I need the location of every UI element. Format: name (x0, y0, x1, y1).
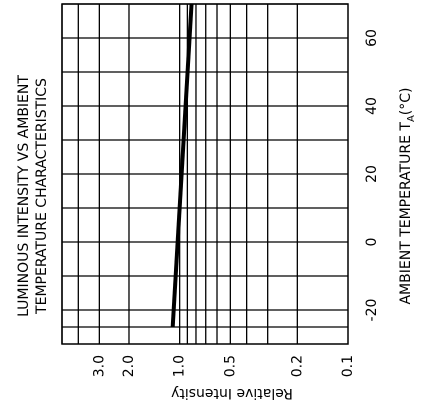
x-tick-label: 20 (364, 165, 380, 183)
series-layer (170, 3, 194, 328)
x-axis-label-subscript: A (406, 115, 417, 122)
y-tick-label: 0.5 (222, 355, 238, 377)
y-axis-label: Relative Intensity (171, 385, 293, 401)
x-axis-label-unit: (°C) (398, 87, 414, 115)
x-axis-label-main: AMBIENT TEMPERATURE T (398, 122, 414, 305)
series-line (170, 3, 194, 328)
x-axis-label: AMBIENT TEMPERATURE TA(°C) (398, 87, 417, 304)
y-tick-label: 0.2 (289, 355, 305, 377)
plot-frame (61, 3, 349, 345)
y-tick-label: 2.0 (121, 355, 137, 377)
x-tick-label: 40 (364, 97, 380, 115)
x-tick-label: 60 (364, 29, 380, 47)
tick-layer: -20 0 20 40 60 3.0 2.0 1.0 0.5 0.2 0.1 (91, 29, 380, 377)
chart-title-line-1: LUMINOUS INTENSITY VS AMBIENT (16, 75, 32, 317)
chart-title-line-2: TEMPERATURE CHARACTERISTICS (34, 78, 50, 315)
grid-layer (61, 3, 348, 344)
y-tick-label: 0.1 (340, 355, 356, 377)
x-tick-label: 0 (364, 238, 380, 247)
y-tick-label: 1.0 (172, 355, 188, 377)
x-tick-label: -20 (364, 299, 380, 322)
y-tick-label: 3.0 (91, 355, 107, 377)
